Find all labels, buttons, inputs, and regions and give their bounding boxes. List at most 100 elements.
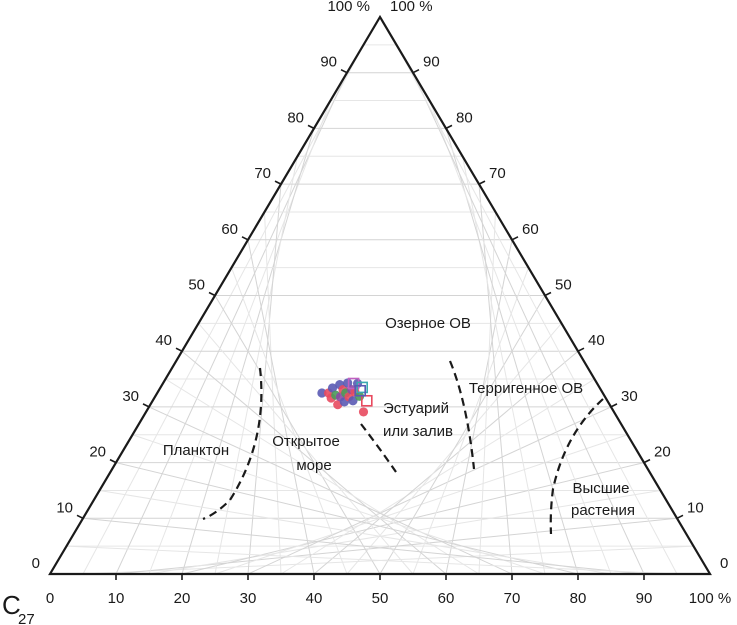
right-tick-mark	[544, 291, 552, 297]
chart-tick-marks	[76, 68, 684, 580]
left-tick-mark	[241, 236, 249, 241]
region-boundary-line	[202, 367, 263, 521]
grid-line	[198, 323, 414, 575]
right-axis-tick-labels: 100 % 90 80 70 60 50 40 30 20 10 0	[390, 0, 728, 572]
region-boundary-line	[360, 423, 397, 473]
left-tick-label: 0	[32, 555, 40, 572]
corner-label-main: C	[2, 590, 21, 620]
left-tick-mark	[340, 68, 348, 74]
grid-line	[478, 211, 496, 575]
left-tick-mark	[307, 124, 315, 130]
grid-line	[478, 184, 513, 575]
left-tick-mark	[274, 180, 282, 185]
grid-line	[132, 434, 546, 575]
left-tick-mark	[142, 403, 150, 408]
data-point	[327, 383, 338, 393]
left-tick-label: 80	[287, 109, 304, 126]
right-tick-mark	[643, 458, 651, 464]
left-tick-label: 70	[254, 165, 271, 182]
right-tick-label: 10	[687, 499, 704, 516]
bottom-tick-label: 40	[306, 590, 323, 607]
region-label-higher-plants-line2: растения	[571, 502, 635, 519]
region-label-estuary-line1: Эстуарий	[383, 400, 449, 417]
right-tick-mark	[412, 68, 420, 74]
grid-line	[445, 128, 579, 575]
left-tick-mark	[76, 514, 84, 520]
right-tick-label: 70	[489, 165, 506, 182]
region-label-open-sea-line2: море	[296, 457, 331, 474]
left-tick-mark	[208, 291, 216, 297]
region-label-higher-plants-line1: Высшие	[572, 480, 629, 497]
grid-line	[115, 462, 579, 575]
data-points	[317, 377, 373, 417]
right-tick-mark	[445, 124, 453, 130]
region-label-lake-om: Озерное ОВ	[385, 315, 471, 332]
region-label-estuary-line2: или залив	[383, 423, 453, 440]
left-tick-label: 20	[89, 444, 106, 461]
grid-line	[214, 295, 381, 575]
right-tick-label: 30	[621, 388, 638, 405]
region-boundary-line	[549, 398, 604, 535]
bottom-tick-label: 20	[174, 590, 191, 607]
data-point	[358, 407, 369, 417]
corner-label-subscript: 27	[18, 611, 35, 625]
left-tick-label: 60	[221, 221, 238, 238]
data-point-square	[354, 384, 367, 397]
data-point	[348, 396, 358, 406]
left-tick-label: 90	[320, 54, 337, 71]
grid-line	[462, 156, 546, 575]
bottom-tick-label: 50	[372, 590, 389, 607]
bottom-tick-label: 80	[570, 590, 587, 607]
grid-line	[181, 350, 447, 575]
grid-line	[429, 100, 612, 575]
bottom-tick-label: 0	[46, 590, 54, 607]
grid-line	[82, 517, 645, 575]
grid-line	[148, 406, 513, 575]
right-tick-label: 60	[522, 221, 539, 238]
left-tick-mark	[175, 347, 183, 352]
right-tick-label: 100 %	[390, 0, 433, 15]
bottom-tick-label: 30	[240, 590, 257, 607]
right-tick-mark	[511, 236, 519, 241]
region-boundary-line	[448, 360, 476, 470]
bottom-tick-label: 60	[438, 590, 455, 607]
left-tick-label: 40	[155, 332, 172, 349]
right-tick-mark	[610, 403, 618, 408]
left-tick-label: 100 %	[327, 0, 370, 15]
data-point-square	[347, 377, 360, 390]
right-tick-mark	[478, 180, 486, 185]
right-tick-label: 0	[720, 555, 728, 572]
region-label-terrigenous-om: Терригенное ОВ	[469, 380, 583, 397]
region-boundaries	[202, 360, 604, 535]
left-tick-label: 30	[122, 388, 139, 405]
grid-line	[412, 267, 529, 575]
bottom-tick-label: 70	[504, 590, 521, 607]
right-tick-mark	[676, 514, 684, 520]
left-axis-tick-labels: 100 % 90 80 70 60 50 40 30 20 10 0	[32, 0, 370, 572]
grid-line	[412, 72, 645, 575]
chart-grid	[66, 44, 694, 575]
region-labels: Планктон Открытое море Эстуарий или зали…	[163, 315, 635, 519]
bottom-axis-tick-labels: 0 10 20 30 40 50 60 70 80 90 100 %	[46, 590, 731, 607]
region-label-plankton: Планктон	[163, 442, 229, 459]
region-label-open-sea-line1: Открытое	[272, 433, 340, 450]
grid-line	[66, 545, 678, 575]
right-tick-label: 40	[588, 332, 605, 349]
left-tick-label: 10	[56, 499, 73, 516]
corner-label-c27: C 27	[2, 590, 35, 625]
grid-line	[445, 239, 513, 575]
bottom-tick-label: 90	[636, 590, 653, 607]
data-point-square	[360, 394, 373, 407]
data-point-square	[356, 381, 368, 394]
grid-line	[99, 489, 612, 575]
right-tick-label: 80	[456, 109, 473, 126]
right-tick-label: 90	[423, 54, 440, 71]
grid-line	[165, 378, 480, 575]
data-point	[343, 378, 353, 388]
bottom-tick-label: 100 %	[689, 590, 732, 607]
right-tick-label: 50	[555, 277, 572, 294]
right-tick-label: 20	[654, 444, 671, 461]
left-tick-label: 50	[188, 277, 205, 294]
bottom-tick-label: 10	[108, 590, 125, 607]
